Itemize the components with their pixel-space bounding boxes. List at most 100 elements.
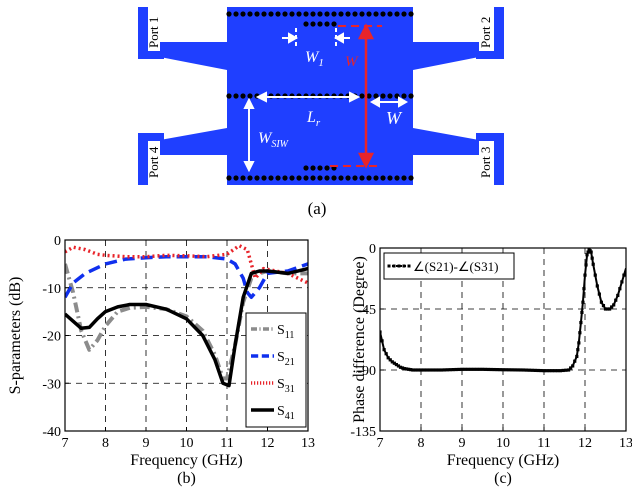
via [254, 175, 260, 181]
x-tick-label: 8 [102, 436, 109, 451]
x-axis-title: Frequency (GHz) [130, 452, 242, 469]
via [366, 11, 372, 17]
y-tick-label: -20 [42, 330, 61, 345]
via [345, 11, 351, 17]
y-tick-label: -40 [42, 425, 61, 440]
data-point [411, 368, 415, 372]
data-point [530, 368, 534, 372]
y-tick-label: -10 [42, 282, 61, 297]
series-line-21 [65, 254, 308, 300]
red-dimension-arrow [330, 23, 382, 169]
data-point [457, 367, 461, 372]
data-point [533, 368, 537, 372]
via [247, 175, 253, 181]
data-point [614, 298, 618, 302]
data-point [409, 368, 413, 372]
data-point [584, 263, 588, 267]
legend: S11 S21 S31 S41 [245, 312, 307, 428]
via [226, 93, 232, 99]
via [317, 175, 323, 181]
via [275, 175, 281, 181]
data-point [603, 307, 608, 311]
port-2-feed [494, 7, 504, 59]
series-line-41 [65, 266, 308, 388]
via [233, 11, 239, 17]
data-point [425, 368, 429, 372]
x-tick-label: 12 [578, 436, 592, 451]
via [289, 175, 295, 181]
via [366, 93, 372, 99]
via [247, 11, 253, 17]
via-row-top [226, 11, 414, 17]
data-point [513, 368, 517, 372]
via [408, 175, 414, 181]
data-point [445, 368, 449, 372]
y-tick-label: -135 [350, 425, 376, 440]
y-tick-label: -30 [42, 377, 61, 392]
data-point [593, 273, 597, 277]
via [324, 21, 330, 27]
data-point [556, 369, 560, 373]
y-axis-title: S-parameters (dB) [7, 277, 24, 395]
data-point [472, 367, 476, 371]
data-point [419, 368, 423, 372]
via [226, 11, 232, 17]
via [359, 11, 365, 17]
series-line-11 [65, 263, 308, 381]
data-point [416, 368, 420, 372]
via [310, 21, 316, 27]
via [331, 11, 337, 17]
x-tick-label: 11 [537, 436, 550, 451]
data-point [581, 300, 585, 304]
data-point [586, 250, 590, 254]
port-4-feed [138, 133, 148, 185]
chart-caption: (c) [494, 470, 512, 487]
x-tick-label: 7 [62, 436, 69, 451]
via [296, 11, 302, 17]
data-point [442, 368, 447, 372]
data-point [405, 367, 409, 371]
via [303, 175, 309, 181]
chart-caption: (b) [177, 470, 196, 487]
data-point [550, 369, 554, 373]
data-point [595, 284, 599, 288]
data-point [518, 368, 523, 372]
data-point [388, 358, 392, 362]
via [240, 11, 246, 17]
via [310, 165, 316, 171]
data-point [460, 367, 464, 371]
data-point [616, 293, 620, 298]
via [331, 21, 337, 27]
data-point [504, 368, 508, 372]
data-point [553, 369, 557, 373]
data-point [469, 367, 473, 371]
via [282, 175, 288, 181]
via [275, 11, 281, 17]
data-point [483, 367, 488, 371]
via [380, 175, 386, 181]
via [394, 11, 400, 17]
data-point [392, 361, 396, 365]
data-point [608, 307, 612, 311]
data-point [620, 280, 624, 284]
data-point [428, 368, 432, 372]
y-axis-title: Phase difference (Degree) [351, 256, 368, 423]
legend-label: ∠(S21)-∠(S31) [413, 259, 498, 274]
via [380, 11, 386, 17]
via [373, 11, 379, 17]
via [226, 175, 232, 181]
data-point [501, 368, 505, 372]
via [387, 175, 393, 181]
data-point [510, 368, 514, 372]
data-point [396, 364, 401, 368]
via [247, 93, 253, 99]
via [310, 175, 316, 181]
x-tick-label: 9 [143, 436, 150, 451]
data-point [382, 348, 386, 352]
data-point [567, 368, 571, 372]
x-tick-label: 13 [301, 436, 315, 451]
y-tick-label: -90 [357, 364, 376, 379]
wsiw-label: WSIW [258, 130, 290, 150]
w-red-label: W [345, 54, 359, 70]
via [338, 175, 344, 181]
